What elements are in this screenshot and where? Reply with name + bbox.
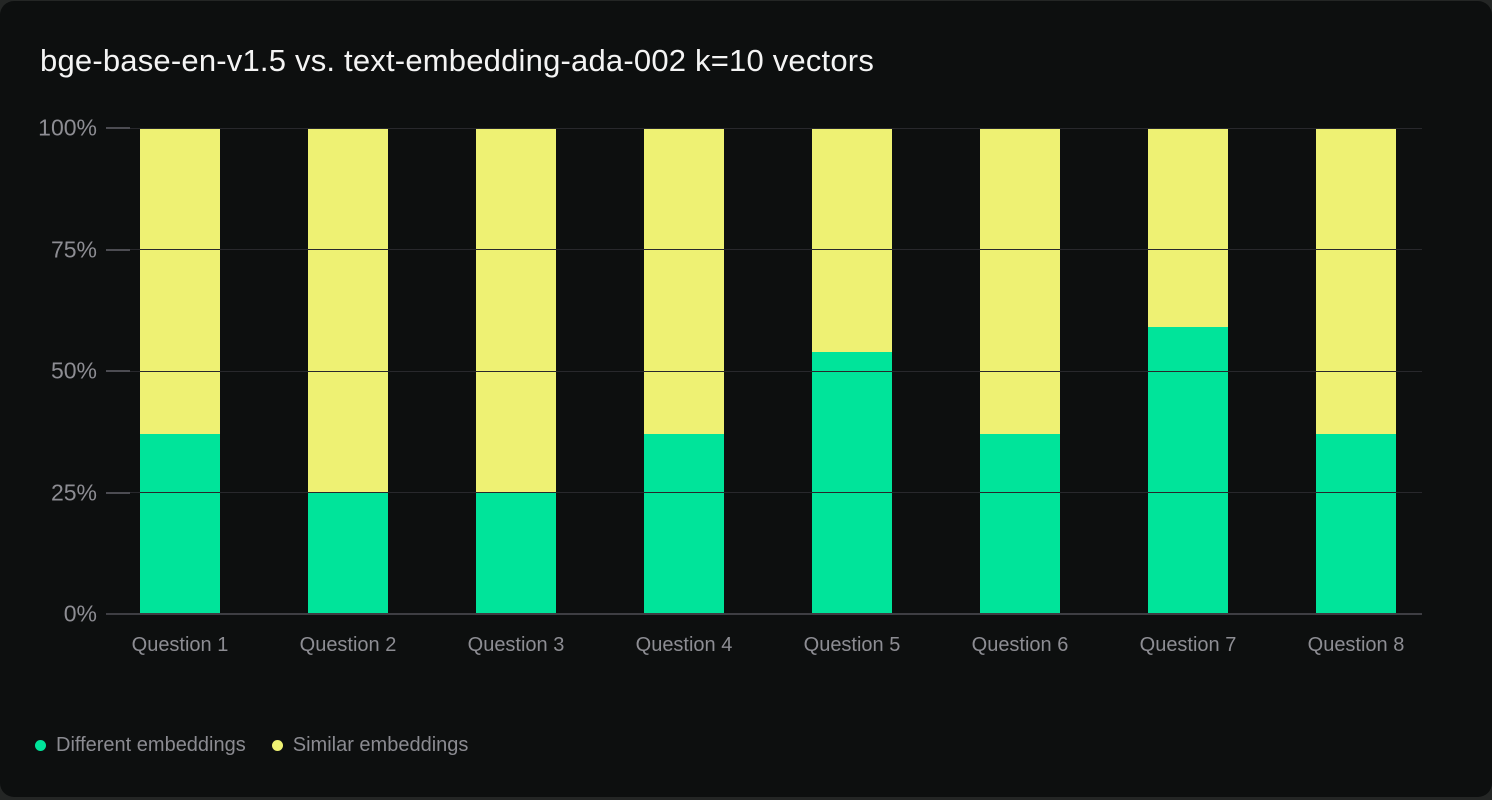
- y-axis-label-75: 75%: [50, 236, 97, 262]
- y-axis-labels: 100% 75% 50% 25% 0%: [0, 116, 97, 625]
- chart-title: bge-base-en-v1.5 vs. text-embedding-ada-…: [40, 43, 875, 78]
- gridline-100: [130, 127, 1422, 129]
- x-axis-label: Question 2: [299, 634, 397, 656]
- y-axis-label-25: 25%: [50, 479, 97, 505]
- legend-item-label: Similar embeddings: [292, 734, 469, 756]
- y-tick-50: [106, 370, 130, 372]
- bar-segment-different[interactable]: [980, 434, 1060, 614]
- bar-question-8[interactable]: [1316, 128, 1396, 614]
- bar-segment-similar[interactable]: [308, 128, 388, 493]
- x-axis-labels: Question 1 Question 2 Question 3 Question 4…: [130, 632, 1422, 660]
- bar-segment-different[interactable]: [1316, 434, 1396, 614]
- bar-segment-different[interactable]: [812, 351, 892, 614]
- legend-dot-icon: [35, 740, 46, 751]
- bar-question-6[interactable]: [980, 128, 1060, 614]
- bar-question-1[interactable]: [140, 128, 220, 614]
- bar-question-4[interactable]: [644, 128, 724, 614]
- legend-item-similar[interactable]: Similar embeddings: [271, 734, 469, 757]
- x-axis-label: Question 6: [971, 634, 1069, 656]
- x-axis-label: Question 3: [467, 634, 565, 656]
- bar-segment-different[interactable]: [140, 434, 220, 614]
- gridline-50: [130, 370, 1422, 372]
- plot-area: [106, 127, 1422, 615]
- x-axis-label: Question 5: [803, 634, 901, 656]
- bar-question-5[interactable]: [812, 128, 892, 614]
- bar-segment-similar[interactable]: [140, 128, 220, 435]
- y-tick-100: [106, 127, 130, 129]
- gridline-25: [130, 492, 1422, 493]
- bar-segment-similar[interactable]: [812, 128, 892, 352]
- legend-item-different[interactable]: Different embeddings: [35, 734, 246, 757]
- y-axis-label-0: 0%: [63, 600, 97, 627]
- bar-question-3[interactable]: [476, 128, 556, 614]
- bar-segment-similar[interactable]: [644, 128, 724, 435]
- bar-segment-different[interactable]: [308, 492, 388, 614]
- bar-segment-different[interactable]: [1148, 327, 1228, 614]
- x-axis-label: Question 1: [131, 634, 229, 656]
- bar-segment-similar[interactable]: [1148, 128, 1228, 328]
- bar-segment-similar[interactable]: [1316, 128, 1396, 435]
- bar-segment-different[interactable]: [644, 434, 724, 614]
- y-axis-label-100: 100%: [38, 114, 97, 141]
- bar-segment-similar[interactable]: [476, 128, 556, 493]
- bars-container: [130, 128, 1422, 614]
- x-axis-label: Question 7: [1139, 634, 1237, 656]
- y-axis-label-50: 50%: [50, 357, 97, 384]
- x-axis-line: [106, 613, 1422, 615]
- bar-segment-similar[interactable]: [980, 128, 1060, 435]
- bar-question-7[interactable]: [1148, 128, 1228, 614]
- x-axis-label: Question 8: [1307, 634, 1405, 656]
- y-tick-25: [106, 491, 130, 494]
- legend-dot-icon: [271, 740, 283, 751]
- gridline-75: [130, 249, 1422, 250]
- bar-question-2[interactable]: [308, 128, 388, 614]
- bar-segment-different[interactable]: [476, 492, 556, 614]
- y-tick-75: [106, 248, 130, 251]
- x-axis-label: Question 4: [635, 634, 733, 656]
- legend-item-label: Different embeddings: [56, 734, 246, 756]
- chart-legend: Different embeddings Similar embeddings: [35, 734, 468, 757]
